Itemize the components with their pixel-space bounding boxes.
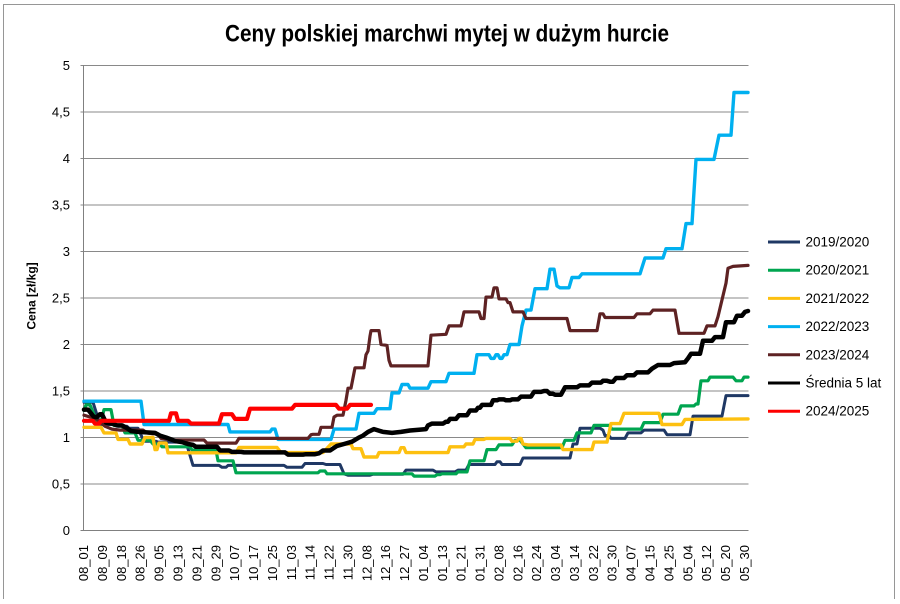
svg-text:3,5: 3,5 xyxy=(52,198,70,213)
svg-text:2020/2021: 2020/2021 xyxy=(806,263,870,278)
svg-text:11_14: 11_14 xyxy=(303,545,318,580)
svg-text:2019/2020: 2019/2020 xyxy=(806,235,870,250)
svg-text:2,5: 2,5 xyxy=(52,291,70,306)
svg-text:03_22: 03_22 xyxy=(586,545,601,581)
svg-text:Średnia 5 lat: Średnia 5 lat xyxy=(806,376,882,391)
svg-text:04_15: 04_15 xyxy=(643,545,658,581)
svg-text:Cena [zł/kg]: Cena [zł/kg] xyxy=(25,262,39,329)
svg-text:11_30: 11_30 xyxy=(340,545,355,580)
svg-text:05_20: 05_20 xyxy=(718,545,733,581)
svg-text:09_05: 09_05 xyxy=(152,545,167,581)
svg-text:03_04: 03_04 xyxy=(548,545,563,581)
svg-text:09_21: 09_21 xyxy=(189,545,204,581)
svg-text:2021/2022: 2021/2022 xyxy=(806,291,870,306)
svg-text:08_01: 08_01 xyxy=(76,545,91,581)
svg-text:10_25: 10_25 xyxy=(265,545,280,581)
svg-text:5: 5 xyxy=(63,58,70,73)
svg-text:1,5: 1,5 xyxy=(52,384,70,399)
svg-text:04_25: 04_25 xyxy=(661,545,676,581)
svg-text:08_09: 08_09 xyxy=(95,545,110,581)
svg-text:05_12: 05_12 xyxy=(699,545,714,581)
svg-text:12_27: 12_27 xyxy=(397,545,412,581)
svg-text:04_07: 04_07 xyxy=(624,545,639,581)
svg-text:02_08: 02_08 xyxy=(492,545,507,581)
svg-text:08_18: 08_18 xyxy=(114,545,129,581)
svg-text:2024/2025: 2024/2025 xyxy=(806,404,870,419)
svg-text:2022/2023: 2022/2023 xyxy=(806,319,870,334)
svg-text:10_17: 10_17 xyxy=(246,545,261,581)
svg-text:0: 0 xyxy=(63,523,70,538)
svg-text:Ceny polskiej marchwi mytej w: Ceny polskiej marchwi mytej w dużym hurc… xyxy=(225,21,669,48)
svg-text:12_16: 12_16 xyxy=(378,545,393,581)
svg-text:4,5: 4,5 xyxy=(52,105,70,120)
svg-text:2023/2024: 2023/2024 xyxy=(806,347,870,362)
svg-text:03_30: 03_30 xyxy=(605,545,620,581)
svg-text:10_07: 10_07 xyxy=(227,545,242,581)
svg-text:01_31: 01_31 xyxy=(473,545,488,581)
svg-text:09_13: 09_13 xyxy=(171,545,186,581)
svg-text:01_13: 01_13 xyxy=(435,545,450,581)
svg-text:05_04: 05_04 xyxy=(680,545,695,581)
svg-text:01_04: 01_04 xyxy=(416,545,431,581)
svg-text:0,5: 0,5 xyxy=(52,477,70,492)
svg-text:02_16: 02_16 xyxy=(510,545,525,581)
svg-text:09_29: 09_29 xyxy=(208,545,223,581)
svg-text:3: 3 xyxy=(63,244,70,259)
svg-text:12_08: 12_08 xyxy=(359,545,374,581)
svg-text:1: 1 xyxy=(63,430,70,445)
svg-text:11_22: 11_22 xyxy=(322,545,337,580)
svg-text:05_30: 05_30 xyxy=(737,545,752,581)
svg-text:01_21: 01_21 xyxy=(454,545,469,581)
svg-text:4: 4 xyxy=(63,151,70,166)
svg-text:02_24: 02_24 xyxy=(529,545,544,581)
svg-text:2: 2 xyxy=(63,337,70,352)
svg-text:08_26: 08_26 xyxy=(133,545,148,581)
svg-text:03_14: 03_14 xyxy=(567,545,582,581)
svg-text:11_03: 11_03 xyxy=(284,545,299,580)
